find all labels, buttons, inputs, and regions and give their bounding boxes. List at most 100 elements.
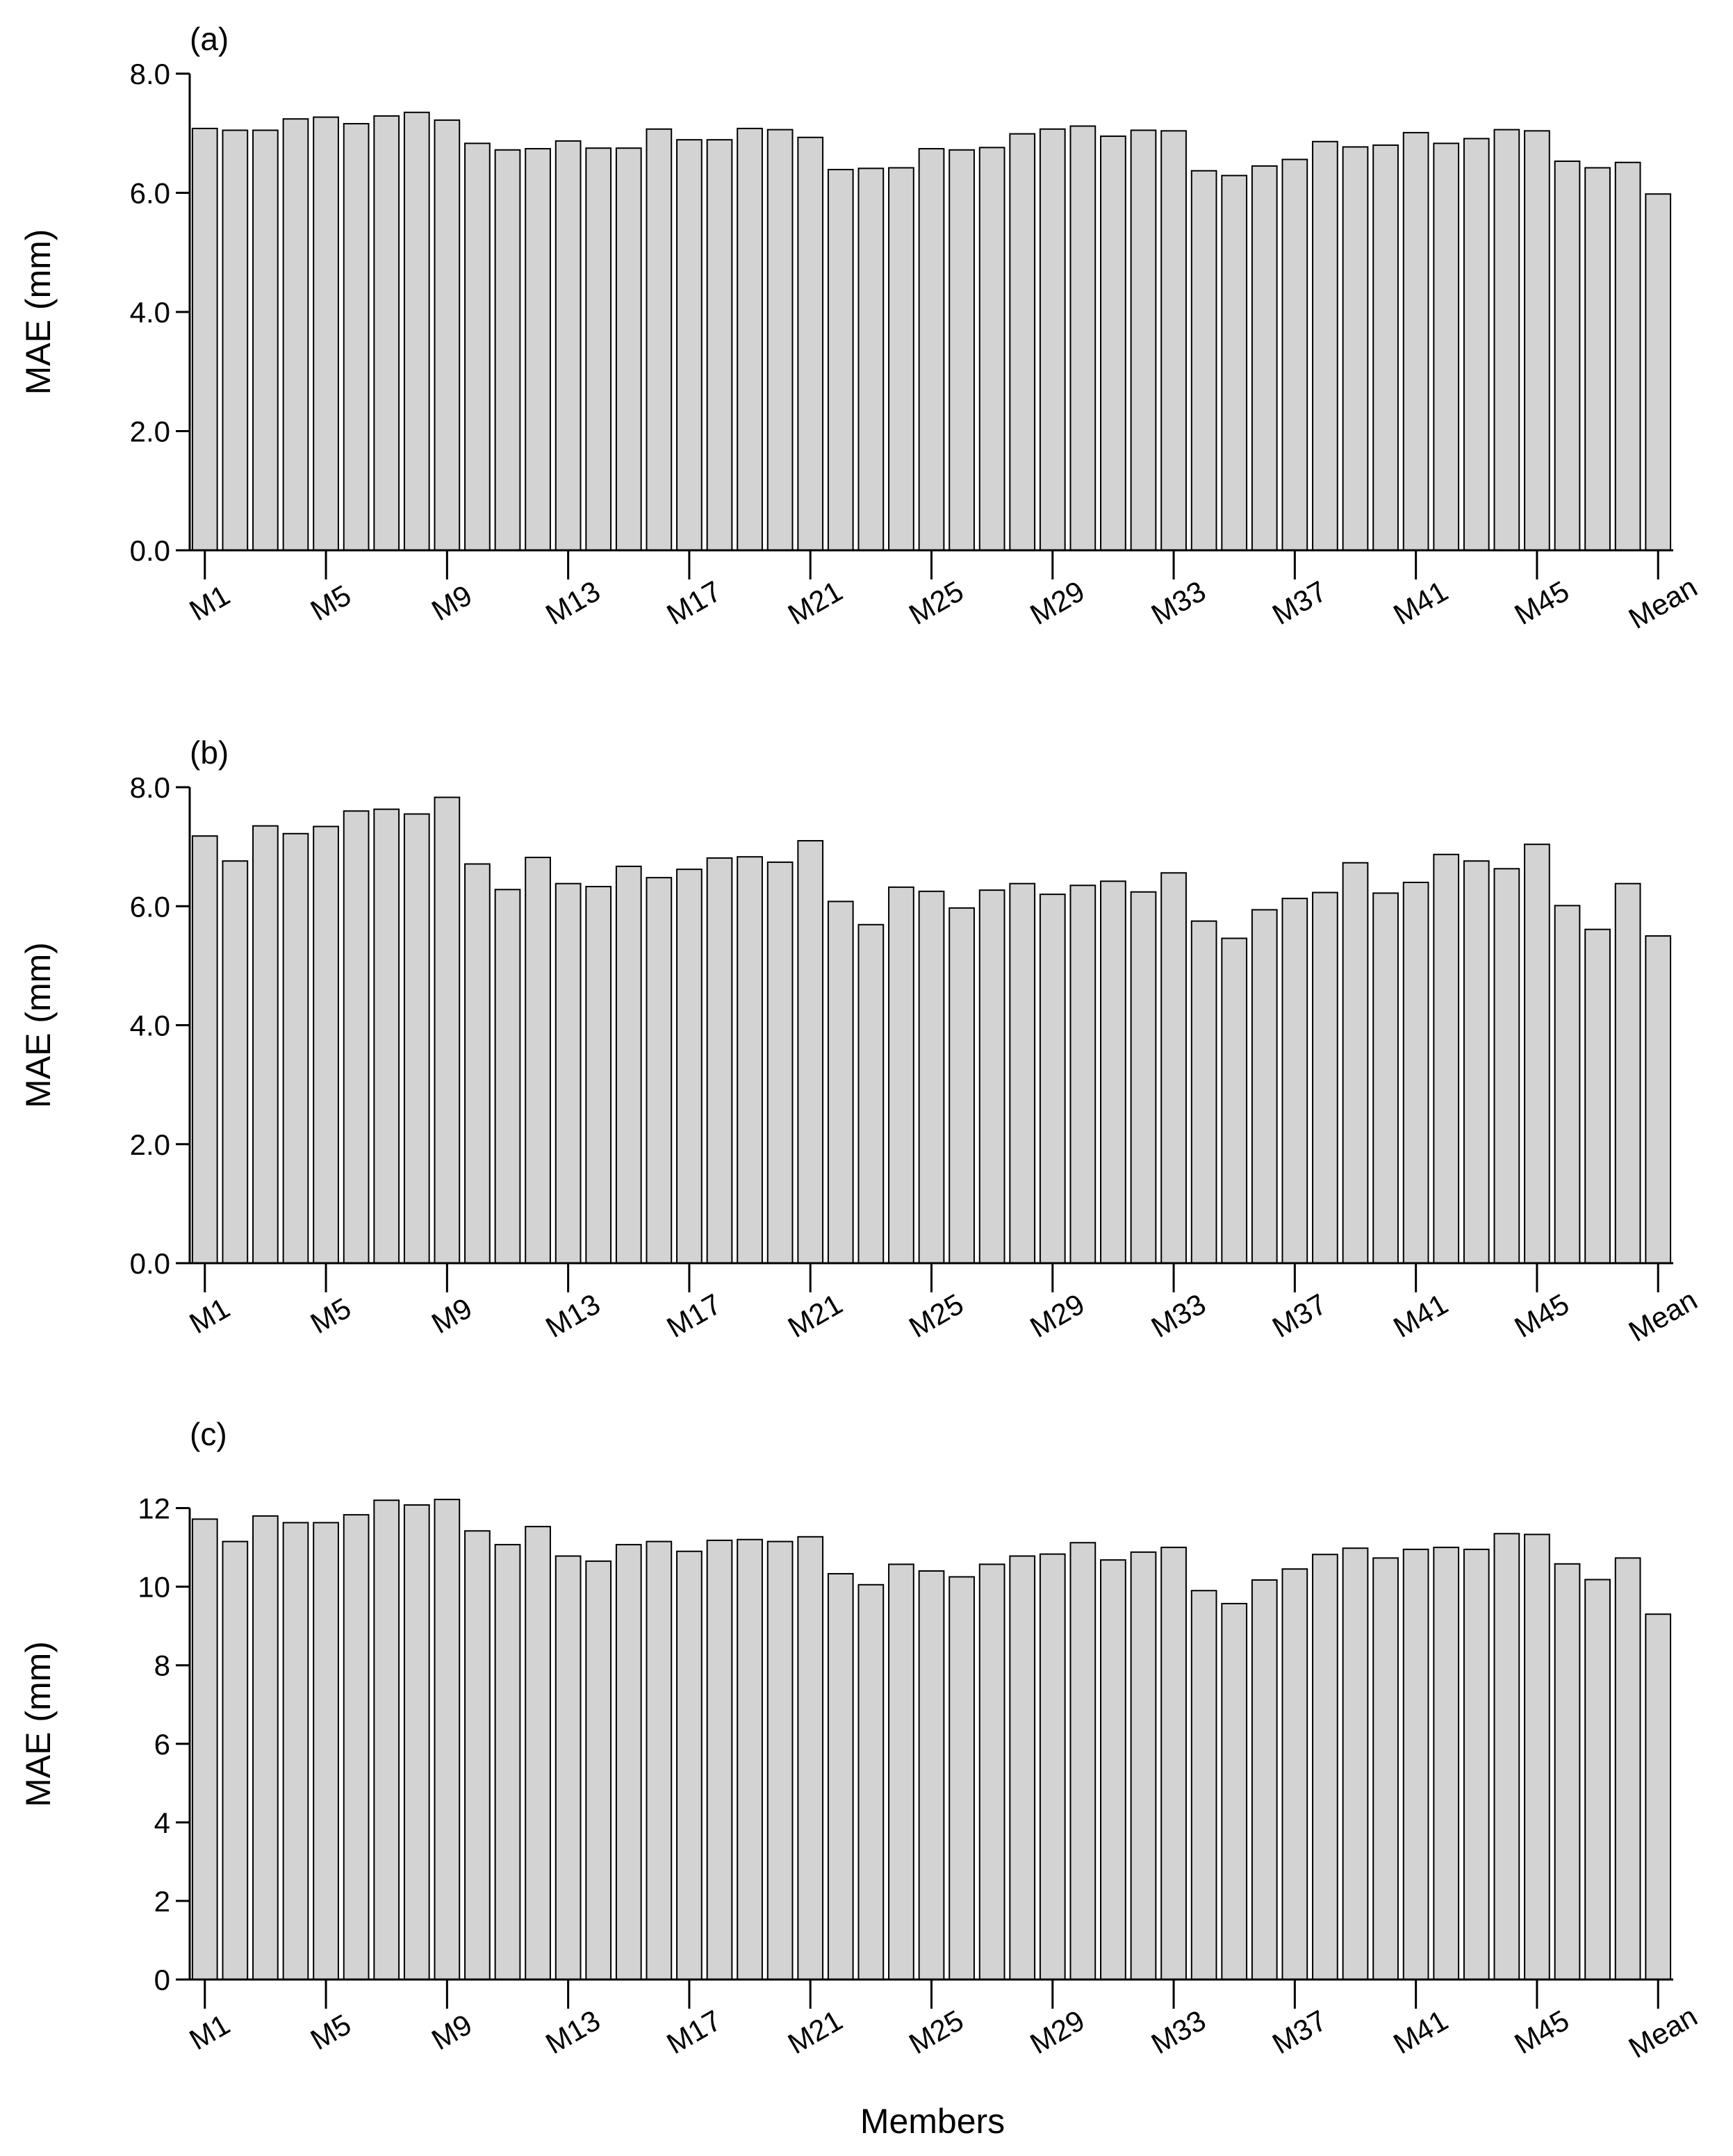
bar-M46 xyxy=(1554,1563,1581,1981)
x-tick-label: M29 xyxy=(1024,2004,1090,2061)
bar-M11 xyxy=(494,1544,521,1981)
bar-Mean xyxy=(1645,1613,1672,1980)
bar-M33 xyxy=(1160,1547,1187,1981)
bar-M37 xyxy=(1281,158,1308,552)
y-tick-label: 8.0 xyxy=(130,58,170,90)
x-tick-label: Mean xyxy=(1623,2000,1702,2064)
x-tick-label: M41 xyxy=(1388,575,1453,632)
bar-M45 xyxy=(1524,1533,1550,1980)
x-tick-label: M33 xyxy=(1146,2004,1211,2061)
bar-M42 xyxy=(1433,853,1460,1264)
bar-M25 xyxy=(918,1570,945,1980)
bar-M10 xyxy=(464,1530,491,1981)
bar-M20 xyxy=(766,1540,794,1981)
bar-M6 xyxy=(343,123,370,551)
y-tick-label: 12 xyxy=(138,1492,170,1525)
bar-M46 xyxy=(1554,161,1581,552)
bar-M21 xyxy=(797,1536,824,1981)
bar-Mean xyxy=(1645,935,1672,1265)
bar-M11 xyxy=(494,149,521,551)
x-tick-label: M9 xyxy=(426,1292,477,1340)
bar-M21 xyxy=(797,136,824,551)
x-tick-label: Mean xyxy=(1623,1283,1702,1348)
bar-M24 xyxy=(888,1563,914,1980)
bar-M4 xyxy=(282,118,309,552)
y-tick-label: 4.0 xyxy=(130,296,170,329)
bar-M30 xyxy=(1069,125,1097,551)
bar-M13 xyxy=(555,1555,582,1980)
x-tick-label: M1 xyxy=(184,1292,236,1340)
bar-M24 xyxy=(888,886,914,1264)
bar-M8 xyxy=(403,813,430,1264)
bar-M16 xyxy=(646,877,673,1264)
bar-M11 xyxy=(494,889,521,1264)
x-tick-label: M41 xyxy=(1388,2004,1453,2061)
bar-M12 xyxy=(525,857,551,1265)
bar-M47 xyxy=(1584,928,1611,1264)
bar-M32 xyxy=(1130,129,1157,551)
bar-M17 xyxy=(676,869,703,1265)
bar-M18 xyxy=(706,857,733,1264)
bar-M1 xyxy=(191,127,218,551)
bar-M40 xyxy=(1372,892,1399,1265)
x-tick-label: M33 xyxy=(1146,575,1211,632)
bar-M48 xyxy=(1614,882,1641,1264)
y-tick-label: 8 xyxy=(154,1649,170,1682)
bar-M9 xyxy=(434,796,461,1265)
bar-M48 xyxy=(1614,1557,1641,1981)
bar-M39 xyxy=(1342,862,1369,1264)
x-tick-label: M21 xyxy=(782,575,848,632)
x-tick-label: M25 xyxy=(903,1287,969,1344)
x-tick-label: M37 xyxy=(1267,1287,1332,1344)
bar-M44 xyxy=(1493,868,1520,1265)
y-tick-label: 0.0 xyxy=(130,1247,170,1280)
x-tick-label: M33 xyxy=(1146,1287,1211,1344)
chart-panel-2: 0.0 2.0 4.0 6.0 8.0 M1 M5 M9 M13 M17 M21 M25 M29 M33 M… xyxy=(19,734,1702,1348)
bar-M16 xyxy=(646,1540,673,1981)
bar-M24 xyxy=(888,167,914,552)
x-axis-title: Members xyxy=(860,2102,1005,2141)
bar-M23 xyxy=(857,1583,885,1981)
bar-M39 xyxy=(1342,1547,1369,1980)
y-tick-label: 0.0 xyxy=(130,534,170,567)
bar-M30 xyxy=(1069,1542,1097,1981)
bar-M35 xyxy=(1221,1602,1248,1980)
bar-M29 xyxy=(1039,894,1066,1265)
bar-M47 xyxy=(1584,1579,1611,1980)
bar-M32 xyxy=(1130,1551,1157,1981)
y-tick-label: 6.0 xyxy=(130,177,170,210)
bar-M37 xyxy=(1281,1568,1308,1980)
y-tick-label: 4 xyxy=(154,1807,170,1839)
x-tick-label: M5 xyxy=(305,2008,356,2057)
y-axis-title: MAE (mm) xyxy=(19,942,58,1108)
bar-M45 xyxy=(1524,130,1550,551)
x-tick-label: M45 xyxy=(1509,1287,1575,1344)
bar-M31 xyxy=(1100,1559,1126,1980)
x-tick-label: M9 xyxy=(426,2008,477,2057)
x-tick-label: M5 xyxy=(305,1292,356,1340)
x-tick-label: M21 xyxy=(782,2004,848,2061)
panel-label: (b) xyxy=(190,734,229,771)
y-tick-label: 2.0 xyxy=(130,415,170,448)
y-tick-label: 6 xyxy=(154,1728,170,1761)
x-tick-label: M13 xyxy=(540,575,605,632)
x-tick-label: M5 xyxy=(305,579,356,627)
bar-M18 xyxy=(706,1539,733,1980)
x-tick-label: M37 xyxy=(1267,575,1332,632)
panel-label: (c) xyxy=(190,1416,227,1452)
bar-M45 xyxy=(1524,844,1550,1264)
bar-M34 xyxy=(1190,920,1217,1265)
bar-M1 xyxy=(191,835,218,1264)
bar-M25 xyxy=(918,148,945,552)
bar-M31 xyxy=(1100,135,1126,552)
x-tick-label: M41 xyxy=(1388,1287,1453,1344)
bar-M41 xyxy=(1402,131,1429,551)
bar-M32 xyxy=(1130,891,1157,1264)
x-tick-label: M45 xyxy=(1509,2004,1575,2061)
bar-M34 xyxy=(1190,170,1217,551)
x-tick-label: M9 xyxy=(426,579,477,627)
bar-M35 xyxy=(1221,937,1248,1264)
bar-M40 xyxy=(1372,144,1399,551)
bar-M7 xyxy=(373,115,400,551)
